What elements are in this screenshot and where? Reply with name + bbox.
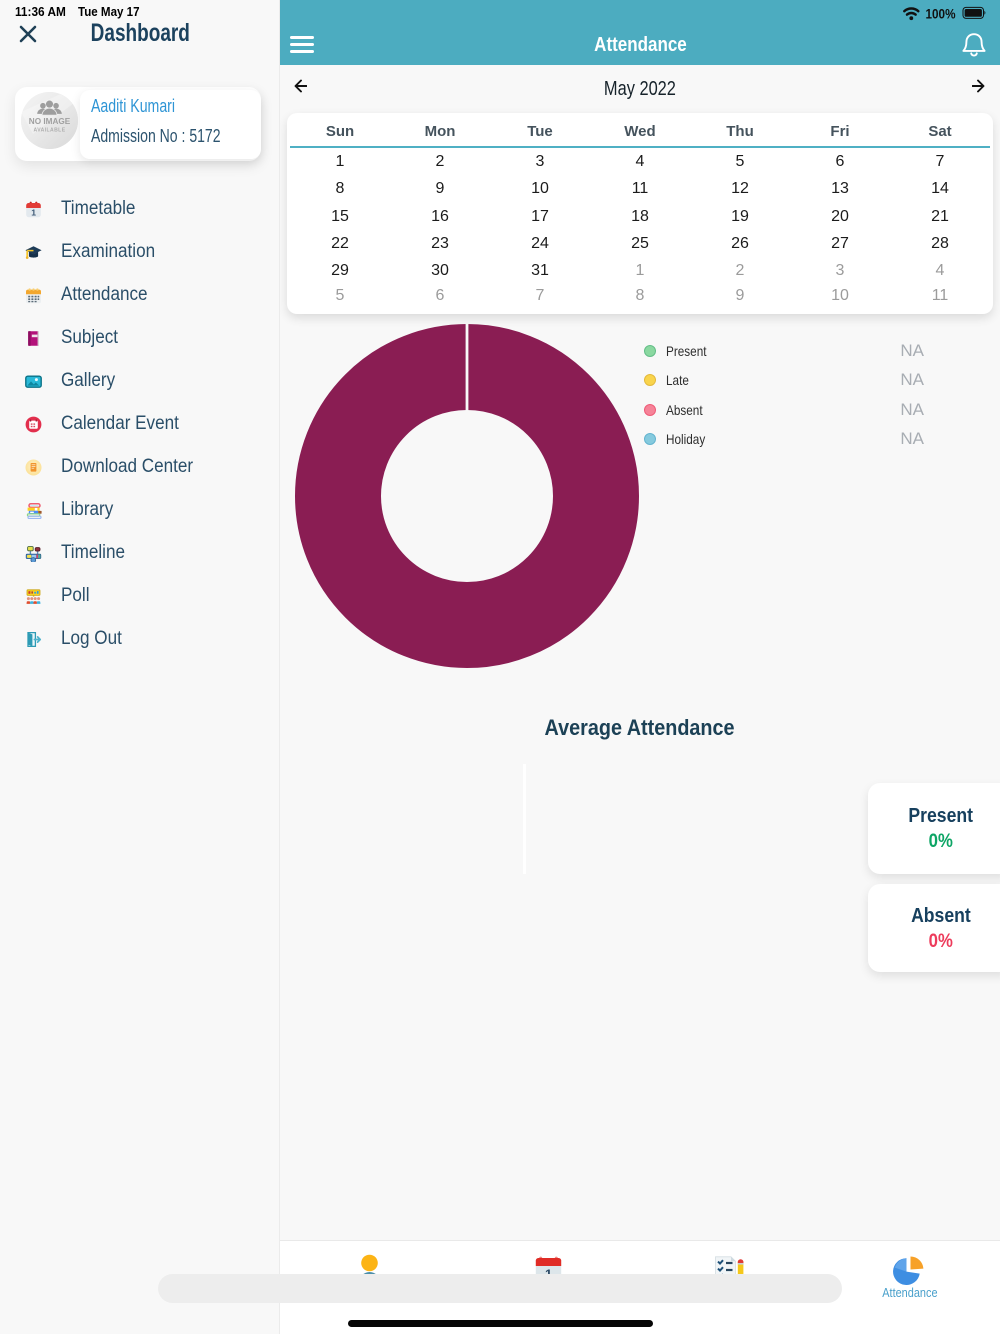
svg-text:100%: 100%	[926, 5, 956, 21]
svg-text:1: 1	[545, 1266, 552, 1281]
svg-text:1: 1	[31, 207, 36, 217]
svg-text:NO IMAGE: NO IMAGE	[29, 117, 71, 126]
svg-text:AVAILABLE: AVAILABLE	[34, 128, 66, 134]
